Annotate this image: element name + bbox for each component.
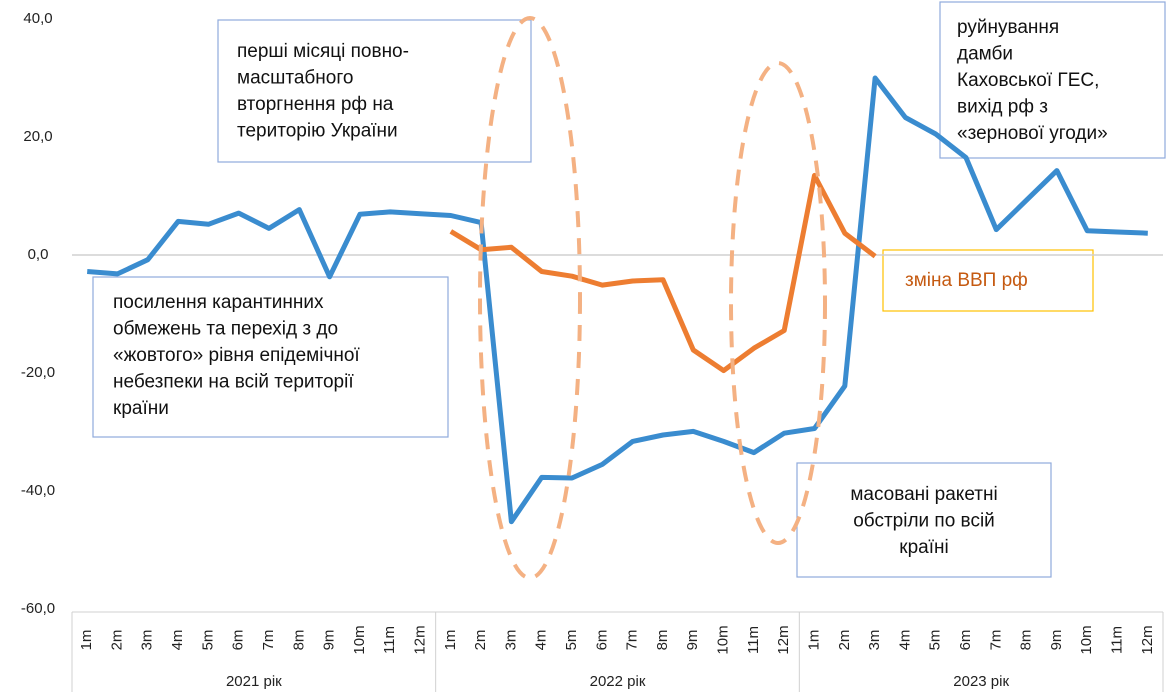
y-tick-label: -40,0 (21, 482, 55, 499)
annotation-text: Каховської ГЕС, (957, 70, 1099, 91)
annotation-text: посилення карантинних (113, 292, 324, 313)
x-tick-label: 2m (836, 630, 853, 651)
highlight-ellipse (729, 61, 827, 545)
x-tick-label: 2m (108, 630, 125, 651)
y-tick-label: 0,0 (28, 246, 49, 263)
legend-box (882, 249, 1094, 312)
group-label: 2022 рік (590, 673, 646, 690)
x-tick-label: 3m (866, 630, 883, 651)
annotation-box (796, 462, 1052, 578)
annotation-text: небезпеки на всій території (113, 372, 354, 393)
x-tick-label: 12m (411, 625, 428, 654)
y-tick-label: 40,0 (23, 10, 52, 27)
annotation-text: вихід рф з (957, 97, 1048, 118)
x-tick-label: 11m (745, 626, 762, 654)
annotation-text: дамби (957, 44, 1013, 65)
x-tick-label: 7m (624, 630, 641, 651)
annotation-text: «жовтого» рівня епідемічної (113, 345, 360, 366)
series-line (449, 172, 877, 374)
annotation-text: країні (899, 537, 948, 558)
y-tick-label: 20,0 (23, 128, 52, 145)
x-tick-label: 5m (563, 630, 580, 651)
x-tick-label: 5m (199, 630, 216, 651)
x-tick-label: 7m (987, 630, 1004, 651)
x-tick-label: 4m (896, 630, 913, 651)
x-tick-label: 12m (775, 625, 792, 654)
annotation-text: вторгнення рф на (237, 94, 394, 115)
x-tick-label: 8m (1018, 630, 1035, 651)
x-tick-label: 10m (1078, 625, 1095, 654)
x-tick-label: 7m (260, 630, 277, 651)
x-tick-label: 1m (805, 630, 822, 651)
annotation-text: масштабного (237, 68, 353, 89)
x-tick-label: 1m (78, 630, 95, 651)
series-line (87, 75, 1148, 525)
x-tick-label: 3m (139, 630, 156, 651)
x-tick-label: 12m (1139, 625, 1156, 654)
group-label: 2021 рік (226, 673, 282, 690)
group-label: 2023 рік (953, 673, 1009, 690)
x-tick-label: 5m (927, 630, 944, 651)
annotation-text: обмежень та перехід з до (113, 319, 338, 340)
highlight-ellipse (478, 16, 582, 580)
annotation-box (217, 19, 532, 163)
x-tick-label: 11m (1109, 626, 1126, 654)
annotation-box (92, 276, 449, 438)
x-tick-label: 2m (472, 630, 489, 651)
y-tick-label: -60,0 (21, 600, 55, 617)
annotation-text: обстріли по всій (853, 511, 995, 532)
x-tick-label: 8m (290, 630, 307, 651)
x-tick-label: 6m (593, 630, 610, 651)
x-tick-label: 9m (1048, 630, 1065, 651)
x-tick-label: 8m (654, 630, 671, 651)
x-tick-label: 6m (230, 630, 247, 651)
legend-label: зміна ВВП рф (905, 270, 1028, 291)
x-tick-label: 10m (715, 625, 732, 654)
x-tick-label: 10m (351, 625, 368, 654)
x-tick-label: 6m (957, 630, 974, 651)
annotation-text: перші місяці повно- (237, 41, 409, 62)
x-tick-label: 11m (381, 626, 398, 654)
x-tick-label: 1m (442, 630, 459, 651)
x-tick-label: 3m (502, 630, 519, 651)
x-tick-label: 9m (684, 630, 701, 651)
annotation-text: масовані ракетні (850, 484, 997, 505)
annotation-box (939, 1, 1166, 159)
x-tick-label: 4m (169, 630, 186, 651)
annotation-text: країни (113, 398, 169, 419)
annotation-text: руйнування (957, 17, 1059, 38)
x-tick-label: 9m (321, 630, 338, 651)
annotation-text: «зернової угоди» (957, 123, 1108, 144)
y-tick-label: -20,0 (21, 364, 55, 381)
x-tick-label: 4m (533, 630, 550, 651)
annotation-text: територію України (237, 121, 398, 142)
